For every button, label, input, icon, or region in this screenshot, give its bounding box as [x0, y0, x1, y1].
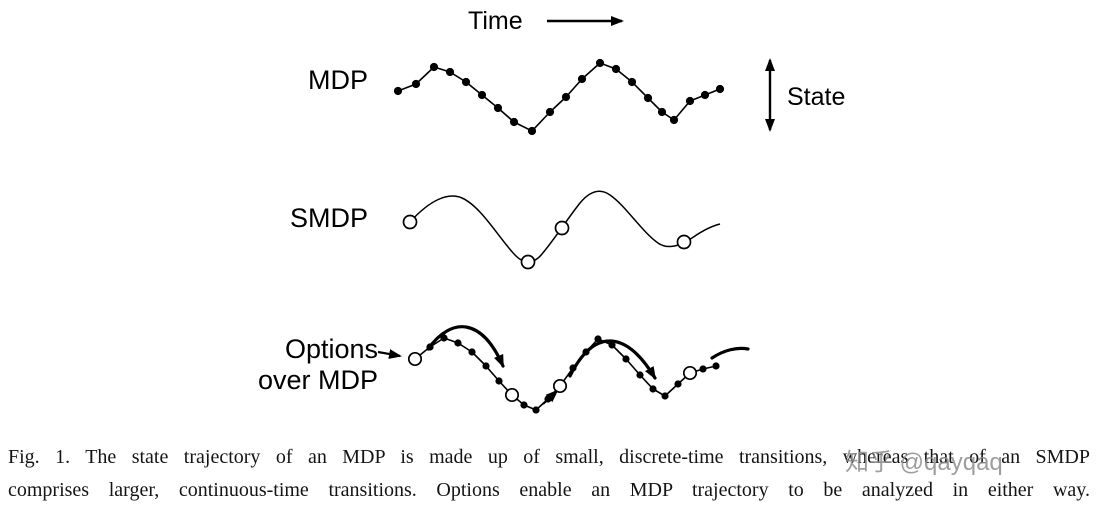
mdp-state-dot [715, 84, 725, 94]
mdp-state-dot [643, 93, 653, 103]
options-landmark-circle [504, 387, 520, 403]
options-landmark-circle [552, 378, 568, 394]
mdp-state-dot [595, 58, 605, 68]
mdp-state-dot [411, 79, 421, 89]
mdp-state-dot [545, 107, 555, 117]
time-label: Time [468, 7, 523, 35]
mdp-state-dot [509, 117, 519, 127]
caption-line-2: comprises larger, continuous-time transi… [8, 479, 1090, 501]
mdp-state-dot [461, 77, 471, 87]
mdp-row-label: MDP [308, 65, 368, 95]
smdp-landmark-circle [554, 220, 570, 236]
options-state-dot [594, 335, 602, 343]
figure-caption: Fig. 1. The state trajectory of an MDP i… [8, 441, 1090, 507]
options-state-dot [699, 365, 707, 373]
mdp-state-dot [493, 103, 503, 113]
state-label: State [787, 83, 846, 111]
options-state-dot [495, 377, 503, 385]
mdp-state-dot [685, 96, 695, 106]
options-state-dot [440, 334, 448, 342]
options-state-dot [582, 348, 590, 356]
mdp-state-dot [429, 62, 439, 72]
option-start-arrow [377, 349, 402, 359]
options-state-dot [649, 385, 657, 393]
options-row-label-line2: over MDP [257, 365, 378, 395]
caption-line-1: Fig. 1. The state trajectory of an MDP i… [8, 446, 1090, 468]
options-state-dot [622, 355, 630, 363]
smdp-row-label: SMDP [290, 203, 369, 233]
options-row-label: Options over MDP [228, 334, 378, 396]
mdp-state-dot [393, 86, 403, 96]
smdp-trajectory [402, 190, 721, 270]
mdp-state-dot [527, 126, 537, 136]
options-row-label-line1: Options [284, 334, 378, 364]
mdp-state-dot [445, 67, 455, 77]
options-state-dot [532, 406, 540, 414]
options-state-dot [712, 362, 720, 370]
mdp-state-dot [657, 107, 667, 117]
mdp-state-dot [577, 74, 587, 84]
option-transition-arc [710, 346, 750, 360]
mdp-trajectory [393, 58, 725, 136]
options-state-dot [468, 348, 476, 356]
mdp-state-dot [669, 115, 679, 125]
options-state-dot [454, 339, 462, 347]
mdp-state-dot [611, 64, 621, 74]
options-landmark-circle [682, 365, 698, 381]
options-state-dot [608, 341, 616, 349]
option-transition-arc [568, 339, 657, 380]
options-over-mdp-trajectory [377, 325, 750, 414]
mdp-state-dot [477, 90, 487, 100]
options-curve [414, 337, 717, 411]
options-state-dot [661, 392, 669, 400]
smdp-landmark-circle [402, 214, 418, 230]
mdp-state-dot [627, 77, 637, 87]
options-state-dot [482, 362, 490, 370]
watermark: 知乎 @qayqaq [845, 449, 1003, 476]
smdp-landmark-circle [520, 254, 536, 270]
mdp-state-dot [700, 90, 710, 100]
options-state-dot [544, 395, 552, 403]
options-landmark-circle [407, 351, 423, 367]
option-transition-arc [426, 325, 505, 368]
smdp-landmark-circle [676, 234, 692, 250]
options-state-dot [636, 371, 644, 379]
options-state-dot [520, 401, 528, 409]
options-state-dot [674, 380, 682, 388]
options-state-dot [569, 364, 577, 372]
options-state-dot [426, 343, 434, 351]
mdp-state-dot [561, 92, 571, 102]
